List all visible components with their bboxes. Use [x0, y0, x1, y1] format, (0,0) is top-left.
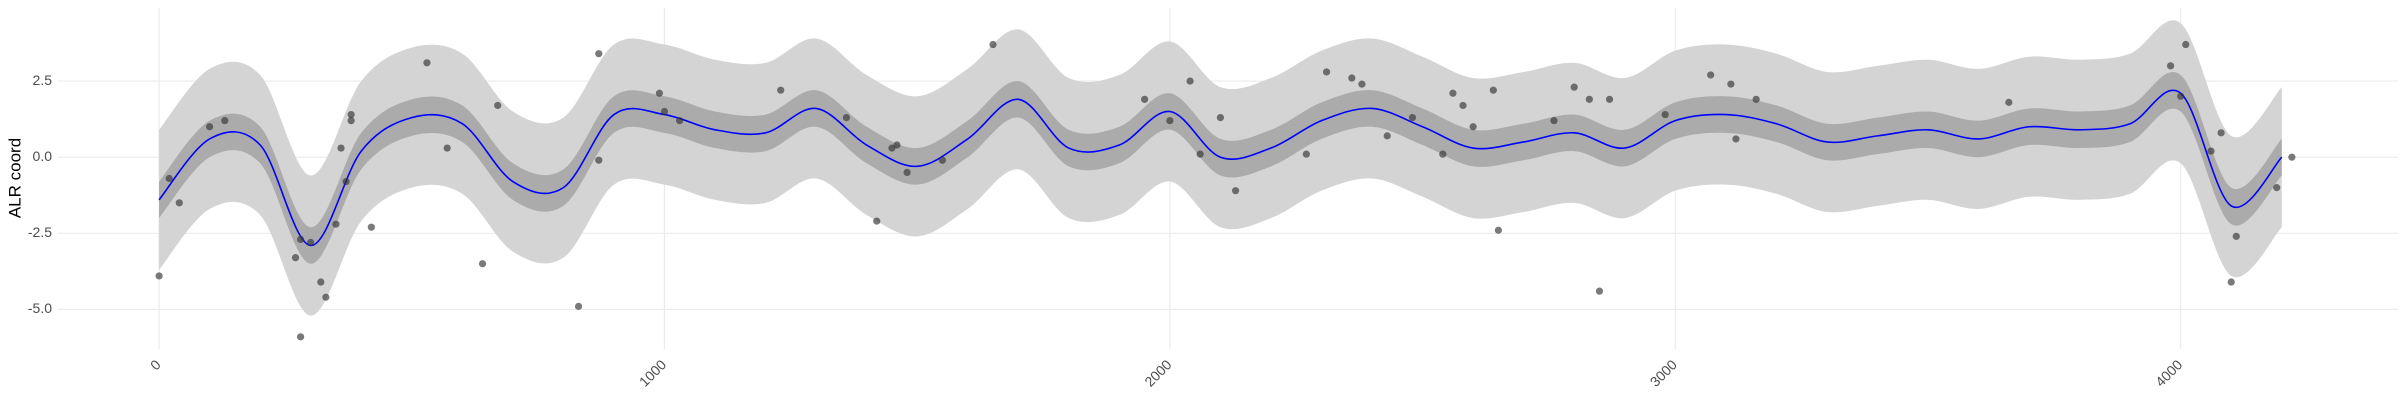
data-point: [1231, 187, 1240, 195]
data-point: [307, 238, 315, 247]
data-point: [1196, 150, 1204, 158]
data-point: [317, 278, 325, 286]
data-point: [1595, 287, 1604, 295]
data-point: [1469, 123, 1477, 131]
data-point: [2232, 232, 2240, 240]
data-point: [1585, 95, 1593, 103]
data-point: [1661, 110, 1669, 119]
data-point: [1186, 77, 1194, 85]
y-tick-label: 2.5: [33, 72, 53, 88]
y-tick-label: -2.5: [28, 224, 52, 240]
data-point: [655, 89, 664, 97]
data-point: [342, 177, 350, 186]
data-point: [1302, 150, 1310, 158]
data-point: [1216, 114, 1225, 122]
data-point: [296, 235, 305, 243]
data-point: [938, 156, 947, 164]
y-tick-label: -5.0: [28, 300, 52, 316]
data-point: [2005, 98, 2013, 106]
data-point: [595, 50, 603, 58]
data-point: [494, 101, 502, 110]
data-point: [842, 114, 851, 122]
data-point: [1322, 68, 1331, 76]
data-point: [1707, 71, 1715, 79]
data-point: [1141, 95, 1149, 103]
data-point: [893, 141, 901, 149]
y-tick-label: 0.0: [33, 148, 53, 164]
data-point: [676, 117, 684, 125]
mean-line: [158, 89, 2283, 247]
data-point: [2288, 153, 2296, 161]
data-point: [1752, 95, 1760, 103]
data-point: [2177, 92, 2185, 100]
data-point: [2217, 129, 2225, 137]
data-point: [155, 272, 163, 280]
data-point: [291, 254, 300, 262]
data-point: [423, 59, 431, 67]
data-point: [574, 302, 583, 310]
x-tick-label: 2000: [1141, 356, 1174, 389]
data-point: [1550, 117, 1558, 125]
data-point: [777, 86, 785, 94]
data-point: [347, 110, 355, 119]
data-point: [1570, 83, 1578, 91]
data-point: [1489, 86, 1497, 94]
x-tick-label: 1000: [636, 356, 669, 389]
data-point: [165, 174, 173, 183]
data-point: [2166, 62, 2175, 70]
data-point: [1449, 89, 1457, 97]
data-point: [1383, 132, 1391, 140]
data-point: [1494, 226, 1502, 234]
data-point: [1732, 135, 1740, 143]
data-point: [175, 199, 183, 207]
x-tick-label: 0: [147, 356, 164, 373]
data-point: [206, 123, 214, 131]
data-point: [367, 223, 375, 231]
data-point: [1348, 74, 1356, 82]
data-point: [873, 217, 881, 225]
data-point: [1605, 95, 1614, 103]
data-point: [660, 107, 669, 116]
data-point: [337, 144, 345, 152]
data-point: [1439, 150, 1447, 158]
data-point: [478, 260, 487, 268]
data-point: [2182, 40, 2190, 49]
data-point: [347, 117, 355, 125]
data-point: [296, 333, 305, 341]
data-point: [903, 168, 911, 177]
y-axis-title: ALR coord: [5, 138, 24, 218]
x-tick-label: 4000: [2152, 356, 2185, 389]
data-point: [1358, 80, 1366, 88]
data-point: [989, 40, 997, 49]
data-point: [1727, 80, 1735, 88]
data-point: [2227, 278, 2235, 286]
data-point: [322, 293, 330, 301]
data-point: [1408, 114, 1417, 122]
data-point: [332, 220, 340, 228]
data-point: [1166, 117, 1174, 125]
data-point: [595, 156, 603, 164]
confidence-band: [159, 72, 2282, 264]
data-point: [221, 117, 229, 125]
data-point: [1459, 101, 1467, 110]
x-tick-label: 3000: [1647, 356, 1680, 389]
data-point: [2273, 184, 2281, 192]
data-point: [443, 144, 451, 152]
data-point: [2207, 147, 2215, 155]
